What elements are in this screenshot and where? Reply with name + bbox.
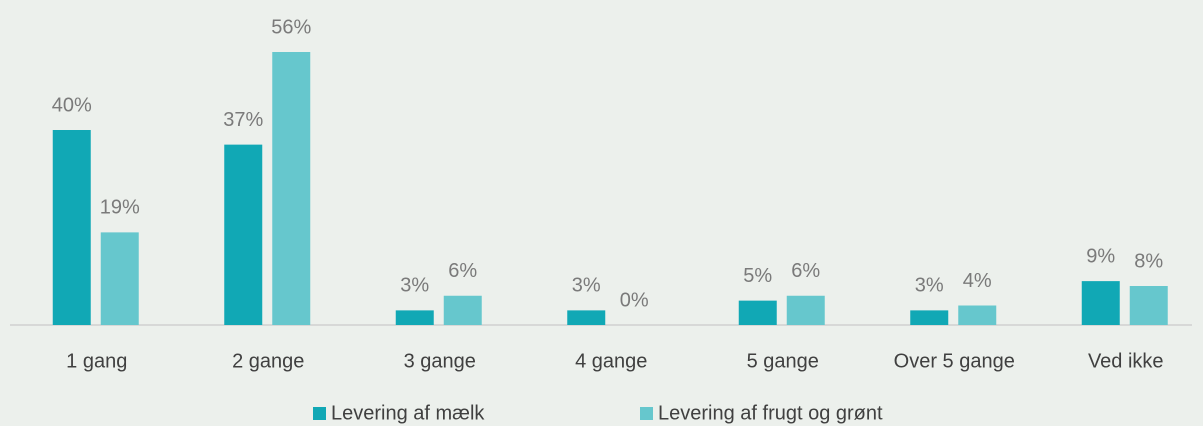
data-label: 0% xyxy=(620,289,649,311)
bar xyxy=(395,310,434,325)
bar xyxy=(1081,281,1120,325)
bar xyxy=(52,130,91,325)
legend-swatch xyxy=(313,407,326,420)
x-tick-label: 1 gang xyxy=(66,350,127,372)
data-label: 6% xyxy=(448,260,477,282)
bar xyxy=(224,144,263,325)
bar xyxy=(272,52,311,325)
x-tick-label: Ved ikke xyxy=(1088,350,1164,372)
legend-label: Levering af mælk xyxy=(331,402,485,424)
legend-swatch xyxy=(640,407,653,420)
data-label: 56% xyxy=(271,16,311,38)
data-label: 3% xyxy=(915,275,944,297)
bar xyxy=(100,232,139,325)
x-tick-label: 2 gange xyxy=(232,350,304,372)
data-label: 5% xyxy=(743,265,772,287)
x-tick-label: 5 gange xyxy=(747,350,819,372)
bar xyxy=(786,295,825,325)
data-label: 40% xyxy=(52,94,92,116)
data-label: 6% xyxy=(791,260,820,282)
bar xyxy=(910,310,949,325)
data-label: 3% xyxy=(400,275,429,297)
bar xyxy=(738,300,777,325)
bar xyxy=(567,310,606,325)
bar xyxy=(443,295,482,325)
x-tick-label: 4 gange xyxy=(575,350,647,372)
data-label: 3% xyxy=(572,275,601,297)
data-label: 8% xyxy=(1134,250,1163,272)
bar xyxy=(1129,286,1168,325)
bar xyxy=(958,305,997,325)
legend-label: Levering af frugt og grønt xyxy=(658,402,883,424)
data-label: 37% xyxy=(223,109,263,131)
x-tick-label: 3 gange xyxy=(404,350,476,372)
data-label: 4% xyxy=(963,270,992,292)
data-label: 9% xyxy=(1086,245,1115,267)
x-tick-label: Over 5 gange xyxy=(894,350,1015,372)
data-label: 19% xyxy=(100,197,140,219)
